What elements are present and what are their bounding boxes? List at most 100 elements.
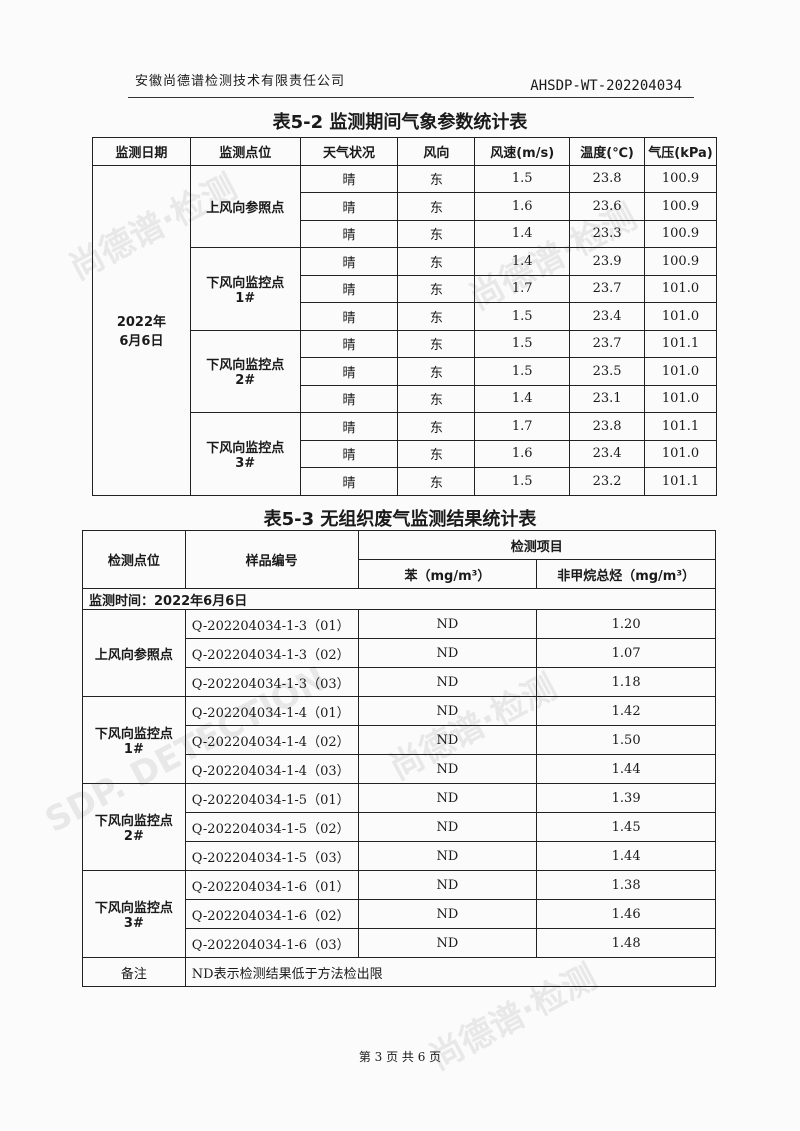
column-header: 气压(kPa) [644,137,717,166]
data-cell: 1.5 [474,164,571,193]
nmhc-cell: 1.44 [536,841,716,871]
data-cell: 101.0 [644,274,717,303]
data-cell: 100.9 [644,219,717,248]
data-cell: 23.4 [569,439,646,468]
nmhc-cell: 1.50 [536,725,716,755]
benzene-cell: ND [357,870,538,900]
sample-id-cell: Q-202204034-1-4（01） [184,696,359,726]
table-row: 下风向监控点 2# 晴东 1.5 23.7 101.1 [93,329,717,413]
data-cell: 23.8 [569,164,646,193]
data-cell: 1.5 [474,467,571,496]
table-row: 下风向监控点 3# 晴东 1.7 23.8 101.1 [93,412,717,496]
report-number: AHSDP-WT-202204034 [530,78,682,94]
header-benzene: 苯（mg/m³） [357,559,538,589]
data-cell: 100.9 [644,164,717,193]
sample-id-cell: Q-202204034-1-5（01） [184,783,359,813]
site-cell: 下风向监控点 3# [82,870,186,958]
data-cell: 晴 [299,412,399,441]
table-row: Q-202204034-1-6（03） ND 1.48 [83,928,716,958]
site-cell: 上风向参照点 [189,164,301,248]
header-divider [128,97,694,98]
data-cell: 晴 [299,384,399,413]
data-cell: 晴 [299,164,399,193]
data-cell: 1.7 [474,274,571,303]
results-table: 检测点位 样品编号 检测项目 苯（mg/m³） 非甲烷总烃（mg/m³） 监测时… [82,530,717,987]
benzene-cell: ND [357,609,538,639]
benzene-cell: ND [357,899,538,929]
nmhc-cell: 1.20 [536,609,716,639]
table-row: 晴东 1.7 23.7 101.0 [93,274,717,303]
column-header: 风速(m/s) [474,137,571,166]
sample-id-cell: Q-202204034-1-6（01） [184,870,359,900]
sample-id-cell: Q-202204034-1-5（03） [184,841,359,871]
column-header: 风向 [397,137,476,166]
header-items: 检测项目 [357,530,717,560]
table-row: 下风向监控点 3# Q-202204034-1-6（01） ND 1.38 [82,870,716,958]
data-cell: 23.9 [569,247,646,276]
remark-label: 备注 [82,957,186,987]
data-cell: 晴 [299,247,399,276]
data-cell: 晴 [299,439,399,468]
data-cell: 1.7 [474,412,571,441]
benzene-cell: ND [357,812,538,842]
data-cell: 东 [397,467,476,496]
data-cell: 100.9 [644,192,717,221]
table-row: Q-202204034-1-3（02） ND 1.07 [83,638,716,668]
benzene-cell: ND [357,754,538,784]
column-header: 监测日期 [92,137,191,166]
data-cell: 23.7 [569,274,646,303]
weather-table: 监测日期 监测点位 天气状况 风向 风速(m/s) 温度(℃) 气压(kPa) 2022年 6… [92,137,717,496]
data-cell: 23.3 [569,219,646,248]
nmhc-cell: 1.18 [536,667,716,697]
data-cell: 1.4 [474,219,571,248]
company-name: 安徽尚德谱检测技术有限责任公司 [135,74,346,89]
data-cell: 东 [397,192,476,221]
sample-id-cell: Q-202204034-1-3（02） [184,638,359,668]
data-cell: 东 [397,274,476,303]
nmhc-cell: 1.39 [536,783,716,813]
data-cell: 101.1 [644,467,717,496]
data-cell: 23.2 [569,467,646,496]
data-cell: 1.5 [474,357,571,386]
data-cell: 101.1 [644,412,717,441]
data-cell: 23.8 [569,412,646,441]
data-cell: 晴 [299,357,399,386]
date-cell: 2022年 6月6日 [92,164,191,496]
table-row: Q-202204034-1-5（02） ND 1.45 [83,812,716,842]
benzene-cell: ND [357,638,538,668]
page-number: 第 3 页 共 6 页 [358,1050,442,1064]
data-cell: 晴 [299,274,399,303]
data-cell: 101.0 [644,302,717,331]
data-cell: 东 [397,302,476,331]
table-row: 晴东 1.6 23.4 101.0 [93,439,717,468]
table-row: 晴东 1.5 23.4 101.0 [93,302,717,331]
data-cell: 东 [397,329,476,358]
data-cell: 1.5 [474,329,571,358]
benzene-cell: ND [357,725,538,755]
table-row: 晴东 1.4 23.1 101.0 [93,384,717,413]
benzene-cell: ND [357,841,538,871]
sample-id-cell: Q-202204034-1-6（03） [184,928,359,958]
data-cell: 23.4 [569,302,646,331]
data-cell: 晴 [299,219,399,248]
nmhc-cell: 1.38 [536,870,716,900]
nmhc-cell: 1.45 [536,812,716,842]
sample-id-cell: Q-202204034-1-5（02） [184,812,359,842]
data-cell: 晴 [299,467,399,496]
nmhc-cell: 1.44 [536,754,716,784]
site-cell: 下风向监控点 1# [82,696,186,784]
table-row: Q-202204034-1-4（02） ND 1.50 [83,725,716,755]
table-row: 2022年 6月6日 上风向参照点晴东 1.5 23.8 100.9 [92,164,717,496]
data-cell: 101.0 [644,439,717,468]
data-cell: 101.1 [644,329,717,358]
data-cell: 晴 [299,192,399,221]
data-cell: 东 [397,384,476,413]
data-cell: 23.5 [569,357,646,386]
data-cell: 101.0 [644,384,717,413]
monitor-time-row: 监测时间：2022年6月6日 [82,588,716,610]
header-site: 检测点位 [82,530,186,589]
site-cell: 下风向监控点 1# [189,247,301,331]
table-row: 晴东 1.5 23.5 101.0 [93,357,717,386]
remark-row: 备注 ND表示检测结果低于方法检出限 [82,957,717,987]
